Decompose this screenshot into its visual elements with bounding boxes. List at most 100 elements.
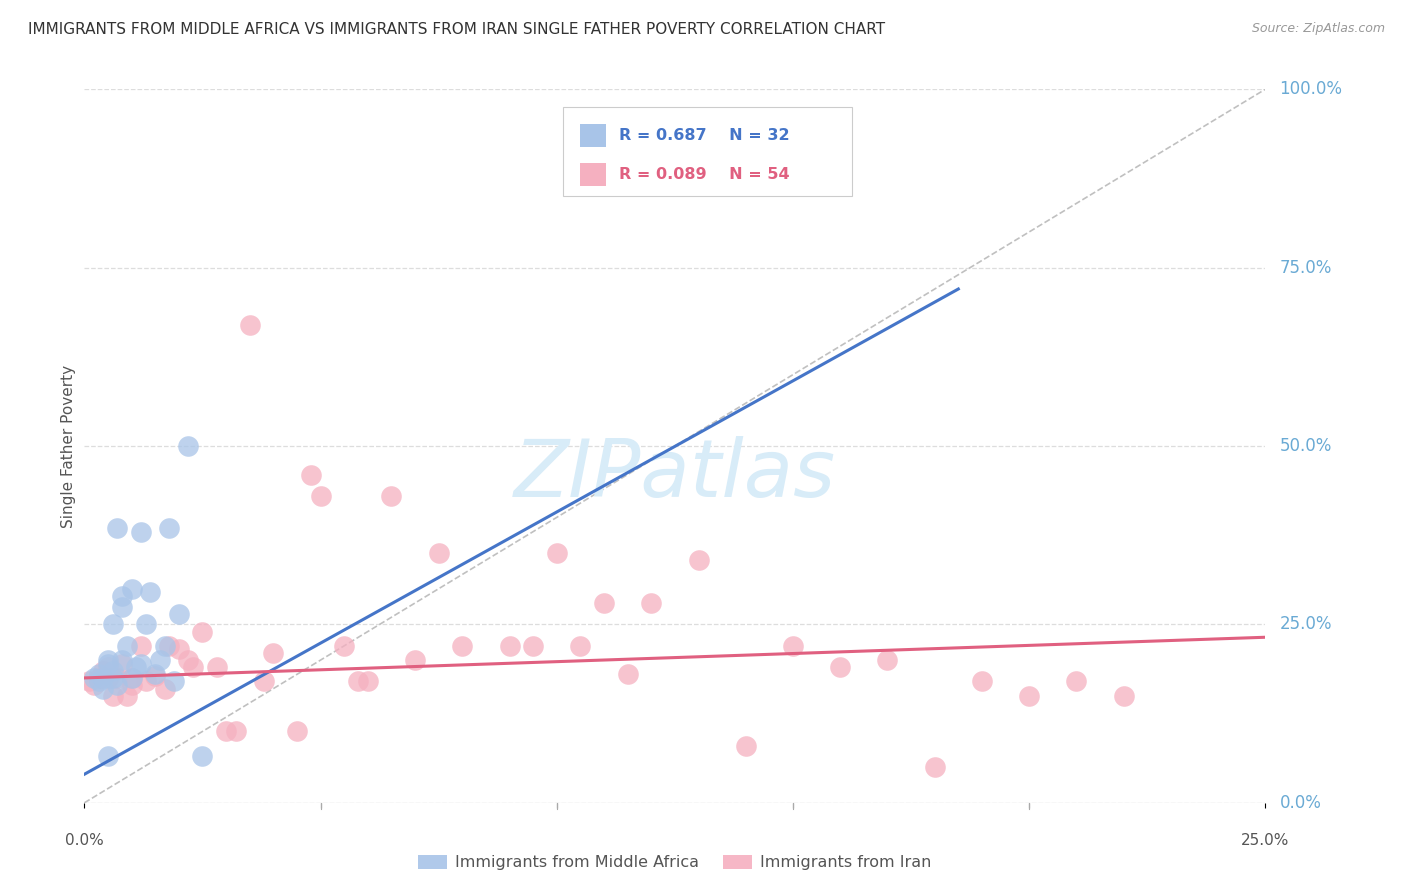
- Point: [129, 657, 152, 671]
- Point: [177, 439, 200, 453]
- Point: [616, 667, 638, 681]
- Point: [451, 639, 474, 653]
- Point: [225, 724, 247, 739]
- Point: [285, 724, 308, 739]
- Point: [97, 671, 120, 685]
- Point: [593, 596, 616, 610]
- Point: [215, 724, 238, 739]
- Point: [782, 639, 804, 653]
- Text: 0.0%: 0.0%: [1279, 794, 1322, 812]
- Point: [111, 589, 134, 603]
- Text: 100.0%: 100.0%: [1279, 80, 1343, 98]
- Point: [97, 653, 120, 667]
- Text: 0.0%: 0.0%: [65, 833, 104, 847]
- Point: [111, 599, 134, 614]
- Point: [253, 674, 276, 689]
- Point: [101, 689, 124, 703]
- Text: 75.0%: 75.0%: [1279, 259, 1331, 277]
- Text: IMMIGRANTS FROM MIDDLE AFRICA VS IMMIGRANTS FROM IRAN SINGLE FATHER POVERTY CORR: IMMIGRANTS FROM MIDDLE AFRICA VS IMMIGRA…: [28, 22, 886, 37]
- Point: [111, 657, 134, 671]
- Point: [91, 664, 114, 678]
- Point: [139, 585, 162, 599]
- Point: [107, 671, 129, 685]
- Point: [380, 489, 402, 503]
- Point: [97, 660, 120, 674]
- Point: [153, 681, 176, 696]
- Point: [404, 653, 426, 667]
- Point: [1112, 689, 1135, 703]
- Point: [970, 674, 993, 689]
- Point: [640, 596, 662, 610]
- Point: [135, 674, 157, 689]
- Point: [83, 671, 105, 685]
- Point: [830, 660, 852, 674]
- Text: Source: ZipAtlas.com: Source: ZipAtlas.com: [1251, 22, 1385, 36]
- Point: [1066, 674, 1088, 689]
- FancyBboxPatch shape: [562, 107, 852, 196]
- Point: [299, 467, 322, 482]
- Point: [688, 553, 710, 567]
- Point: [91, 681, 114, 696]
- Point: [87, 674, 110, 689]
- Point: [333, 639, 356, 653]
- Point: [77, 674, 100, 689]
- Point: [83, 678, 105, 692]
- Point: [876, 653, 898, 667]
- Point: [121, 582, 143, 596]
- Point: [357, 674, 380, 689]
- Point: [87, 671, 110, 685]
- Point: [149, 653, 172, 667]
- Point: [167, 607, 190, 621]
- Point: [121, 671, 143, 685]
- Text: 25.0%: 25.0%: [1241, 833, 1289, 847]
- Point: [569, 639, 592, 653]
- Point: [157, 521, 180, 535]
- Point: [262, 646, 284, 660]
- Text: R = 0.687    N = 32: R = 0.687 N = 32: [620, 128, 790, 143]
- Point: [129, 524, 152, 539]
- Point: [347, 674, 370, 689]
- Point: [111, 653, 134, 667]
- Point: [498, 639, 520, 653]
- Point: [157, 639, 180, 653]
- Point: [191, 749, 214, 764]
- Point: [181, 660, 204, 674]
- Point: [143, 669, 166, 683]
- Point: [205, 660, 228, 674]
- Point: [153, 639, 176, 653]
- Point: [87, 667, 110, 681]
- Point: [239, 318, 262, 332]
- Point: [115, 689, 138, 703]
- Point: [121, 678, 143, 692]
- Point: [125, 660, 148, 674]
- Text: ZIPatlas: ZIPatlas: [513, 435, 837, 514]
- Point: [91, 671, 114, 685]
- Point: [546, 546, 568, 560]
- Legend: Immigrants from Middle Africa, Immigrants from Iran: Immigrants from Middle Africa, Immigrant…: [412, 848, 938, 877]
- Text: R = 0.089    N = 54: R = 0.089 N = 54: [620, 167, 790, 182]
- Point: [135, 617, 157, 632]
- Text: 25.0%: 25.0%: [1279, 615, 1331, 633]
- Point: [97, 657, 120, 671]
- Point: [121, 671, 143, 685]
- Point: [101, 671, 124, 685]
- Point: [163, 674, 186, 689]
- Point: [191, 624, 214, 639]
- Point: [427, 546, 450, 560]
- Point: [101, 617, 124, 632]
- Point: [167, 642, 190, 657]
- Point: [107, 678, 129, 692]
- Y-axis label: Single Father Poverty: Single Father Poverty: [60, 365, 76, 527]
- Point: [734, 739, 756, 753]
- Point: [924, 760, 946, 774]
- Text: 50.0%: 50.0%: [1279, 437, 1331, 455]
- Bar: [581, 124, 606, 146]
- Point: [101, 664, 124, 678]
- Point: [97, 749, 120, 764]
- Point: [309, 489, 332, 503]
- Point: [1018, 689, 1040, 703]
- Point: [115, 639, 138, 653]
- Point: [129, 639, 152, 653]
- Point: [143, 667, 166, 681]
- Point: [522, 639, 544, 653]
